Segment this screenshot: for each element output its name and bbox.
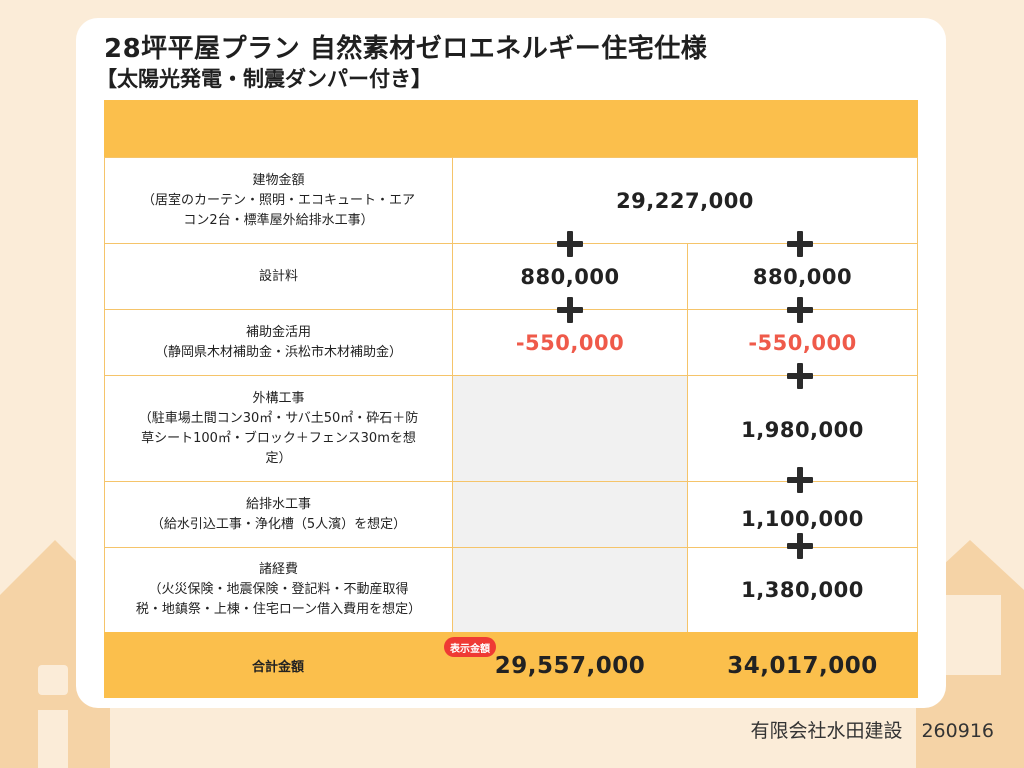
subsidy-col1: -550,000 bbox=[452, 309, 688, 376]
plus-icon bbox=[787, 297, 813, 323]
row-label-subsidy: 補助金活用 （静岡県木材補助金・浜松市木材補助金） bbox=[104, 309, 453, 376]
page-title: 28坪平屋プラン 自然素材ゼロエネルギー住宅仕様 bbox=[104, 34, 708, 64]
row-label-exterior: 外構工事 （駐車場土間コン30㎡・サバ土50㎡・砕石＋防 草シート100㎡・ブロ… bbox=[104, 375, 453, 482]
total-label: 合計金額 bbox=[251, 659, 304, 675]
page-subtitle: 【太陽光発電・制震ダンパー付き】 bbox=[96, 67, 432, 91]
row-label-design-fee: 設計料 bbox=[104, 243, 453, 310]
total-bar bbox=[104, 632, 918, 698]
plus-icon bbox=[787, 363, 813, 389]
misc-col1-empty bbox=[452, 547, 688, 633]
table-header-bar bbox=[104, 100, 918, 157]
cost-table: 建物金額 （居室のカーテン・照明・エコキュート・エア コン2台・標準屋外給排水工… bbox=[104, 100, 918, 698]
plus-icon bbox=[787, 467, 813, 493]
total-col1: 29,557,000 bbox=[494, 653, 646, 679]
plus-icon bbox=[787, 533, 813, 559]
row-label-misc: 諸経費 （火災保険・地震保険・登記料・不動産取得 税・地鎮祭・上棟・住宅ローン借… bbox=[104, 547, 453, 633]
row-label-water: 給排水工事 （給水引込工事・浄化槽（5人濱）を想定） bbox=[104, 481, 453, 548]
display-price-badge: 表示金額 bbox=[444, 637, 496, 657]
plus-icon bbox=[557, 231, 583, 257]
misc-col2: 1,380,000 bbox=[687, 547, 918, 633]
building-amount: 29,227,000 bbox=[452, 157, 918, 244]
plus-icon bbox=[787, 231, 813, 257]
exterior-col1-empty bbox=[452, 375, 688, 482]
exterior-col2: 1,980,000 bbox=[687, 375, 918, 482]
plus-icon bbox=[557, 297, 583, 323]
total-col2: 34,017,000 bbox=[727, 653, 878, 679]
water-col1-empty bbox=[452, 481, 688, 548]
footer-company: 有限会社水田建設 260916 bbox=[750, 720, 994, 742]
row-label-building: 建物金額 （居室のカーテン・照明・エコキュート・エア コン2台・標準屋外給排水工… bbox=[104, 157, 453, 244]
